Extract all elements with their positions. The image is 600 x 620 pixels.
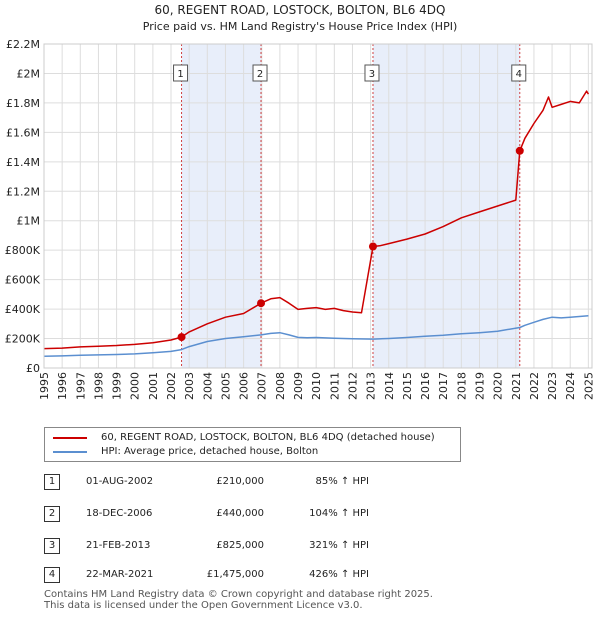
y-tick-label: £600K	[5, 274, 41, 287]
x-tick-label: 2004	[201, 372, 214, 400]
x-tick-label: 2016	[419, 372, 432, 400]
x-tick-label: 2003	[183, 372, 196, 400]
sale-marker-label: 1	[177, 69, 183, 80]
x-tick-label: 2006	[238, 372, 251, 400]
sale-number: 2	[44, 506, 60, 522]
sale-row: 2 18-DEC-2006 £440,000 104% ↑ HPI	[44, 504, 464, 524]
x-tick-label: 2007	[256, 372, 269, 400]
x-tick-label: 2010	[310, 372, 323, 400]
sale-number: 1	[44, 474, 60, 490]
x-tick-label: 1999	[111, 372, 124, 400]
plot-frame	[43, 43, 593, 369]
x-tick-label: 2013	[365, 372, 378, 400]
sale-number: 4	[44, 567, 60, 583]
x-tick-label: 2005	[219, 372, 232, 400]
x-tick-label: 2008	[274, 372, 287, 400]
x-tick-label: 1998	[92, 372, 105, 400]
y-tick-label: £1.2M	[6, 185, 40, 198]
legend-label-property: 60, REGENT ROAD, LOSTOCK, BOLTON, BL6 4D…	[101, 432, 435, 443]
sale-row: 4 22-MAR-2021 £1,475,000 426% ↑ HPI	[44, 565, 464, 585]
sale-marker-label: 2	[257, 69, 263, 80]
y-tick-label: £800K	[5, 244, 41, 257]
y-tick-label: £200K	[5, 333, 41, 346]
x-tick-label: 2022	[528, 372, 541, 400]
sale-marker-label: 3	[369, 69, 375, 80]
sale-point	[177, 333, 186, 342]
chart-legend: 60, REGENT ROAD, LOSTOCK, BOLTON, BL6 4D…	[44, 427, 461, 462]
y-tick-label: £1.6M	[6, 126, 40, 139]
y-tick-label: £1.8M	[6, 97, 40, 110]
x-tick-label: 2011	[328, 372, 341, 400]
ownership-band	[181, 44, 262, 368]
sale-price: £1,475,000	[206, 569, 264, 580]
chart-subtitle: Price paid vs. HM Land Registry's House …	[143, 20, 458, 33]
y-tick-label: £2.2M	[6, 38, 40, 51]
sale-date: 22-MAR-2021	[86, 569, 154, 580]
y-tick-label: £1.4M	[6, 156, 40, 169]
legend-swatch-hpi	[53, 451, 87, 453]
x-tick-label: 1995	[38, 372, 51, 400]
footer-line-1: Contains HM Land Registry data © Crown c…	[44, 589, 433, 600]
x-tick-label: 2025	[582, 372, 595, 400]
x-tick-label: 2023	[546, 372, 559, 400]
y-tick-label: £1M	[17, 215, 41, 228]
x-tick-label: 1996	[56, 372, 69, 400]
sale-marker-box	[511, 64, 527, 82]
x-tick-label: 2017	[437, 372, 450, 400]
sale-hpi-change: 321% ↑ HPI	[309, 540, 369, 551]
sale-date: 21-FEB-2013	[86, 540, 151, 551]
sale-row: 1 01-AUG-2002 £210,000 85% ↑ HPI	[44, 472, 464, 492]
sale-marker-box	[364, 64, 380, 82]
sale-point	[515, 146, 524, 155]
sale-date: 01-AUG-2002	[86, 476, 154, 487]
sale-marker-label: 4	[516, 69, 522, 80]
x-tick-label: 2000	[129, 372, 142, 400]
y-tick-label: £400K	[5, 303, 41, 316]
sale-hpi-change: 426% ↑ HPI	[309, 569, 369, 580]
footer-line-2: This data is licensed under the Open Gov…	[44, 600, 363, 611]
x-tick-label: 2024	[564, 372, 577, 400]
footer-attribution: Contains HM Land Registry data © Crown c…	[44, 589, 433, 611]
sale-date: 18-DEC-2006	[86, 508, 153, 519]
x-tick-label: 2019	[473, 372, 486, 400]
x-tick-label: 2002	[165, 372, 178, 400]
property-price-line	[43, 90, 590, 350]
legend-swatch-property	[53, 437, 87, 439]
x-tick-label: 2012	[346, 372, 359, 400]
sale-number: 3	[44, 538, 60, 554]
hpi-line	[43, 314, 589, 357]
sale-row: 3 21-FEB-2013 £825,000 321% ↑ HPI	[44, 536, 464, 556]
sale-marker-box	[252, 64, 268, 82]
sale-hpi-change: 85% ↑ HPI	[315, 476, 369, 487]
x-tick-label: 2015	[401, 372, 414, 400]
x-tick-label: 1997	[74, 372, 87, 400]
legend-label-hpi: HPI: Average price, detached house, Bolt…	[101, 446, 319, 457]
sale-point	[257, 299, 266, 308]
sale-price: £825,000	[216, 540, 264, 551]
sale-hpi-change: 104% ↑ HPI	[309, 508, 369, 519]
x-tick-label: 2014	[383, 372, 396, 400]
x-tick-label: 2021	[510, 372, 523, 400]
chart-title: 60, REGENT ROAD, LOSTOCK, BOLTON, BL6 4D…	[154, 3, 445, 17]
sale-point	[368, 242, 377, 251]
x-tick-label: 2018	[455, 372, 468, 400]
y-tick-label: £2M	[17, 67, 41, 80]
x-tick-label: 2020	[492, 372, 505, 400]
y-tick-label: £0	[26, 362, 40, 375]
sale-marker-box	[173, 64, 189, 82]
price-chart: 60, REGENT ROAD, LOSTOCK, BOLTON, BL6 4D…	[5, 3, 596, 400]
sale-price: £440,000	[216, 508, 264, 519]
x-tick-label: 2001	[147, 372, 160, 400]
sale-price: £210,000	[216, 476, 264, 487]
x-tick-label: 2009	[292, 372, 305, 400]
